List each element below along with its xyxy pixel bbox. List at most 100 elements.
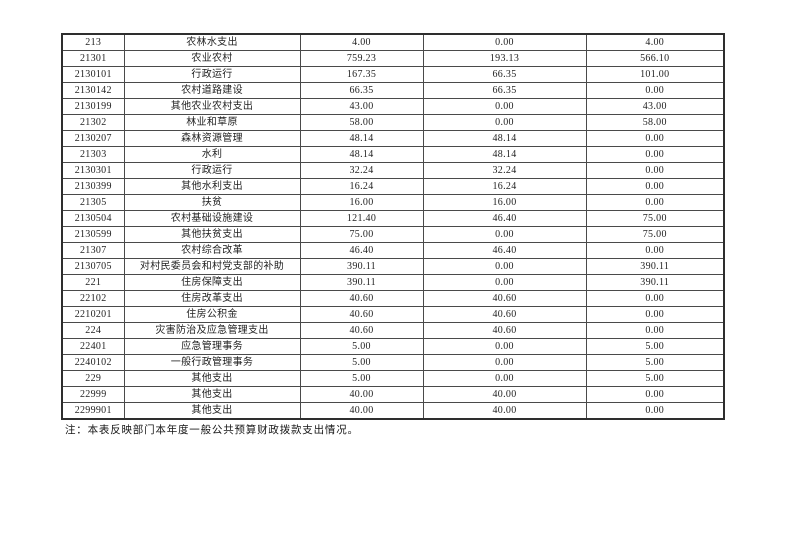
cell-code: 224 [61,322,125,339]
cell-name: 其他支出 [123,386,301,403]
cell-name: 扶贫 [123,194,301,211]
cell-amount-1: 66.35 [299,82,424,99]
cell-code: 22999 [61,386,125,403]
table-row: 213 农林水支出 4.00 0.00 4.00 [61,33,725,51]
table-row: 22401 应急管理事务 5.00 0.00 5.00 [61,338,725,355]
cell-name: 住房保障支出 [123,274,301,291]
cell-name: 住房改革支出 [123,290,301,307]
cell-name: 农林水支出 [123,33,301,51]
cell-amount-3: 0.00 [585,178,725,195]
table-row: 224 灾害防治及应急管理支出 40.60 40.60 0.00 [61,322,725,339]
table-row: 2210201 住房公积金 40.60 40.60 0.00 [61,306,725,323]
cell-code: 2130705 [61,258,125,275]
cell-code: 22102 [61,290,125,307]
cell-amount-3: 75.00 [585,210,725,227]
cell-amount-3: 0.00 [585,194,725,211]
cell-amount-1: 48.14 [299,130,424,147]
cell-name: 林业和草原 [123,114,301,131]
cell-amount-3: 0.00 [585,130,725,147]
cell-amount-3: 58.00 [585,114,725,131]
cell-amount-2: 16.24 [422,178,587,195]
cell-amount-2: 40.60 [422,290,587,307]
cell-name: 行政运行 [123,66,301,83]
cell-code: 2130142 [61,82,125,99]
cell-amount-2: 0.00 [422,338,587,355]
cell-amount-3: 5.00 [585,338,725,355]
cell-code: 2130199 [61,98,125,115]
cell-amount-3: 390.11 [585,274,725,291]
cell-amount-2: 40.60 [422,322,587,339]
cell-amount-3: 5.00 [585,354,725,371]
cell-code: 221 [61,274,125,291]
table-row: 21301 农业农村 759.23 193.13 566.10 [61,50,725,67]
cell-amount-3: 75.00 [585,226,725,243]
cell-amount-2: 0.00 [422,114,587,131]
cell-name: 其他扶贫支出 [123,226,301,243]
cell-name: 农村基础设施建设 [123,210,301,227]
cell-amount-2: 46.40 [422,210,587,227]
cell-code: 2130101 [61,66,125,83]
cell-amount-3: 0.00 [585,322,725,339]
cell-amount-3: 0.00 [585,290,725,307]
cell-code: 21305 [61,194,125,211]
table-row: 221 住房保障支出 390.11 0.00 390.11 [61,274,725,291]
cell-amount-3: 0.00 [585,82,725,99]
table-row: 2130504 农村基础设施建设 121.40 46.40 75.00 [61,210,725,227]
cell-amount-2: 32.24 [422,162,587,179]
cell-code: 2130599 [61,226,125,243]
table-row: 229 其他支出 5.00 0.00 5.00 [61,370,725,387]
cell-amount-2: 48.14 [422,146,587,163]
cell-amount-2: 40.00 [422,402,587,420]
cell-amount-2: 66.35 [422,82,587,99]
cell-amount-1: 58.00 [299,114,424,131]
cell-amount-1: 43.00 [299,98,424,115]
cell-amount-1: 48.14 [299,146,424,163]
cell-name: 农业农村 [123,50,301,67]
cell-amount-1: 32.24 [299,162,424,179]
cell-amount-2: 0.00 [422,98,587,115]
cell-code: 21301 [61,50,125,67]
cell-amount-2: 48.14 [422,130,587,147]
cell-code: 229 [61,370,125,387]
cell-amount-1: 40.60 [299,322,424,339]
cell-name: 森林资源管理 [123,130,301,147]
cell-amount-3: 0.00 [585,162,725,179]
cell-amount-2: 0.00 [422,33,587,51]
cell-amount-2: 0.00 [422,274,587,291]
table-row: 2130599 其他扶贫支出 75.00 0.00 75.00 [61,226,725,243]
cell-name: 灾害防治及应急管理支出 [123,322,301,339]
cell-amount-2: 0.00 [422,354,587,371]
cell-amount-1: 40.60 [299,306,424,323]
cell-amount-2: 40.60 [422,306,587,323]
cell-amount-3: 5.00 [585,370,725,387]
cell-code: 21302 [61,114,125,131]
cell-amount-1: 5.00 [299,354,424,371]
cell-amount-1: 390.11 [299,258,424,275]
cell-name: 农村综合改革 [123,242,301,259]
cell-amount-3: 566.10 [585,50,725,67]
table-body: 213 农林水支出 4.00 0.00 4.00 21301 农业农村 759.23 193.1… [61,33,725,420]
cell-name: 其他农业农村支出 [123,98,301,115]
cell-name: 其他水利支出 [123,178,301,195]
cell-amount-1: 167.35 [299,66,424,83]
cell-amount-3: 0.00 [585,306,725,323]
cell-amount-3: 4.00 [585,33,725,51]
cell-amount-3: 0.00 [585,146,725,163]
cell-name: 其他支出 [123,370,301,387]
cell-amount-1: 121.40 [299,210,424,227]
cell-code: 2299901 [61,402,125,420]
table-row: 2130399 其他水利支出 16.24 16.24 0.00 [61,178,725,195]
cell-name: 住房公积金 [123,306,301,323]
table-row: 22999 其他支出 40.00 40.00 0.00 [61,386,725,403]
cell-amount-3: 0.00 [585,242,725,259]
cell-amount-3: 0.00 [585,402,725,420]
cell-amount-2: 16.00 [422,194,587,211]
cell-name: 应急管理事务 [123,338,301,355]
cell-name: 行政运行 [123,162,301,179]
cell-name: 对村民委员会和村党支部的补助 [123,258,301,275]
cell-amount-1: 5.00 [299,370,424,387]
cell-amount-1: 5.00 [299,338,424,355]
cell-code: 2130301 [61,162,125,179]
cell-amount-3: 390.11 [585,258,725,275]
cell-amount-2: 193.13 [422,50,587,67]
